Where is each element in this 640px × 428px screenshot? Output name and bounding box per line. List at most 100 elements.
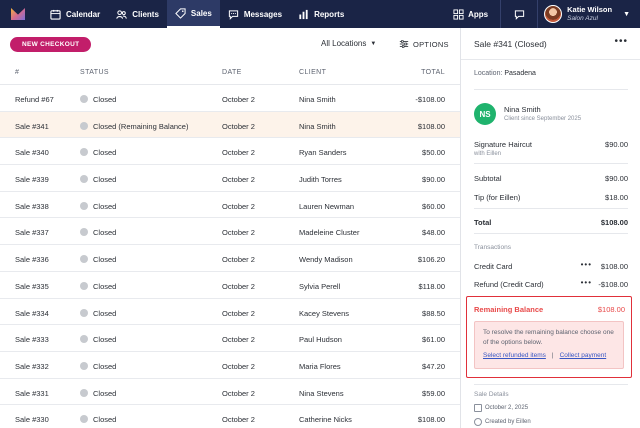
list-toolbar: NEW CHECKOUT All Locations ▼ OPTIONS: [0, 28, 460, 61]
client-name: Judith Torres: [299, 175, 342, 185]
panel-title: Sale #341 (Closed): [474, 39, 547, 49]
transactions-heading: Transactions: [474, 244, 511, 251]
sale-number: Sale #340: [15, 148, 49, 158]
nav-divider: [537, 0, 539, 28]
client-avatar[interactable]: NS: [474, 103, 496, 125]
sale-location: Location: Pasadena: [474, 70, 536, 77]
column-header-total[interactable]: TOTAL: [421, 69, 445, 76]
nav-item-clients[interactable]: Clients: [108, 0, 167, 28]
table-row[interactable]: Sale #338 Closed October 2 Lauren Newman $60…: [0, 192, 460, 219]
client-name: Paul Hudson: [299, 335, 342, 345]
sale-total: $50.00: [422, 148, 445, 158]
sale-details-heading: Sale Details: [474, 391, 509, 398]
nav-label: Sales: [190, 8, 212, 18]
sale-number: Sale #333: [15, 335, 49, 345]
table-row[interactable]: Refund #67 Closed October 2 Nina Smith -$108…: [0, 85, 460, 112]
table-row[interactable]: Sale #333 Closed October 2 Paul Hudson $61.0…: [0, 325, 460, 352]
chat-button[interactable]: [501, 0, 537, 28]
sale-date: October 2: [222, 148, 255, 158]
options-button[interactable]: OPTIONS: [399, 39, 449, 49]
table-body: Refund #67 Closed October 2 Nina Smith -$108…: [0, 85, 460, 428]
sale-date: October 2: [222, 335, 255, 345]
nav-item-reports[interactable]: Reports: [290, 0, 352, 28]
table-row[interactable]: Sale #341 Closed (Remaining Balance) Octob…: [0, 111, 460, 139]
client-name: Nina Smith: [299, 95, 336, 104]
more-options-icon[interactable]: •••: [614, 36, 628, 47]
transaction-more-icon[interactable]: •••: [580, 260, 592, 269]
sale-number: Sale #335: [15, 281, 49, 291]
subtotal-value: $90.00: [605, 174, 628, 183]
status-dot-icon: [80, 388, 88, 397]
sales-tag-icon: [175, 7, 186, 19]
sale-number: Sale #338: [15, 201, 49, 211]
user-avatar: [544, 5, 563, 23]
sale-number: Sale #330: [15, 415, 49, 425]
sale-date: October 2: [222, 255, 255, 265]
apps-button[interactable]: Apps: [453, 8, 488, 20]
table-row[interactable]: Sale #340 Closed October 2 Ryan Sanders $50.…: [0, 138, 460, 166]
nav-item-sales[interactable]: Sales: [166, 0, 220, 28]
sale-number: Sale #332: [15, 361, 49, 371]
reports-icon: [299, 9, 308, 19]
column-header-number[interactable]: #: [15, 69, 20, 76]
table-row[interactable]: Sale #336 Closed October 2 Wendy Madison $10…: [0, 245, 460, 272]
apps-grid-icon: [453, 8, 464, 20]
status-text: Closed: [93, 308, 117, 318]
nav-item-calendar[interactable]: Calendar: [42, 0, 108, 28]
column-header-status[interactable]: STATUS: [80, 69, 109, 76]
status-text: Closed: [93, 335, 117, 345]
table-row[interactable]: Sale #335 Closed October 2 Sylvia Perell $11…: [0, 272, 460, 299]
sale-total: $59.00: [422, 388, 445, 398]
nav-divider: [500, 0, 502, 28]
location-label: Location:: [474, 70, 503, 77]
sale-total: $90.00: [422, 175, 445, 185]
status-dot-icon: [80, 228, 88, 237]
table-row[interactable]: Sale #330 Closed October 2 Catherine Nicks $…: [0, 405, 460, 428]
app-logo-icon[interactable]: [11, 8, 25, 20]
column-header-date[interactable]: DATE: [222, 69, 242, 76]
table-row[interactable]: Sale #331 Closed October 2 Nina Stevens $59.…: [0, 379, 460, 406]
collect-payment-link[interactable]: Collect payment: [559, 352, 607, 359]
select-refunded-items-link[interactable]: Select refunded items: [483, 352, 546, 359]
status-dot-icon: [80, 281, 88, 290]
panel-header: Sale #341 (Closed) •••: [461, 28, 640, 60]
sale-number: Sale #339: [15, 175, 49, 185]
status-dot-icon: [80, 201, 88, 210]
sale-number: Refund #67: [15, 95, 54, 104]
sale-date: October 2: [222, 415, 255, 425]
sale-date: October 2: [222, 175, 255, 185]
location-value: Pasadena: [504, 70, 536, 77]
table-row[interactable]: Sale #337 Closed October 2 Madeleine Cluste…: [0, 218, 460, 246]
location-filter-label: All Locations: [321, 39, 367, 48]
nav-label: Reports: [314, 9, 345, 19]
client-name[interactable]: Nina Smith: [504, 105, 541, 114]
column-header-client[interactable]: CLIENT: [299, 69, 327, 76]
table-row[interactable]: Sale #339 Closed October 2 Judith Torres $90…: [0, 165, 460, 192]
sale-number: Sale #334: [15, 308, 49, 318]
chevron-down-icon: ▼: [370, 40, 377, 47]
status-text: Closed (Remaining Balance): [93, 121, 189, 131]
divider: [474, 233, 628, 234]
status-dot-icon: [80, 308, 88, 317]
nav-label: Calendar: [66, 9, 101, 19]
sale-number: Sale #336: [15, 255, 49, 265]
status-text: Closed: [93, 388, 117, 398]
sale-total: $106.20: [417, 255, 445, 265]
transaction-more-icon[interactable]: •••: [580, 278, 592, 287]
nav-label: Messages: [243, 9, 283, 19]
transaction-value: $108.00: [600, 262, 628, 271]
location-filter-dropdown[interactable]: All Locations ▼: [321, 39, 376, 48]
total-value: $108.00: [600, 218, 628, 227]
client-name: Nina Stevens: [299, 388, 344, 398]
table-row[interactable]: Sale #332 Closed October 2 Maria Flores $47.…: [0, 352, 460, 379]
new-checkout-button[interactable]: NEW CHECKOUT: [10, 37, 92, 52]
remaining-balance-actions: Select refunded items | Collect payment: [483, 352, 606, 359]
status-text: Closed: [93, 281, 117, 291]
sale-total: $108.00: [417, 121, 445, 131]
remaining-balance-label: Remaining Balance: [474, 305, 544, 314]
nav-item-messages[interactable]: Messages: [220, 0, 290, 28]
sale-total: $47.20: [422, 361, 445, 371]
table-row[interactable]: Sale #334 Closed October 2 Kacey Stevens $88…: [0, 299, 460, 326]
user-menu[interactable]: Katie Wilson Salon Azul ▼: [538, 0, 640, 28]
sale-total: $60.00: [422, 201, 445, 211]
